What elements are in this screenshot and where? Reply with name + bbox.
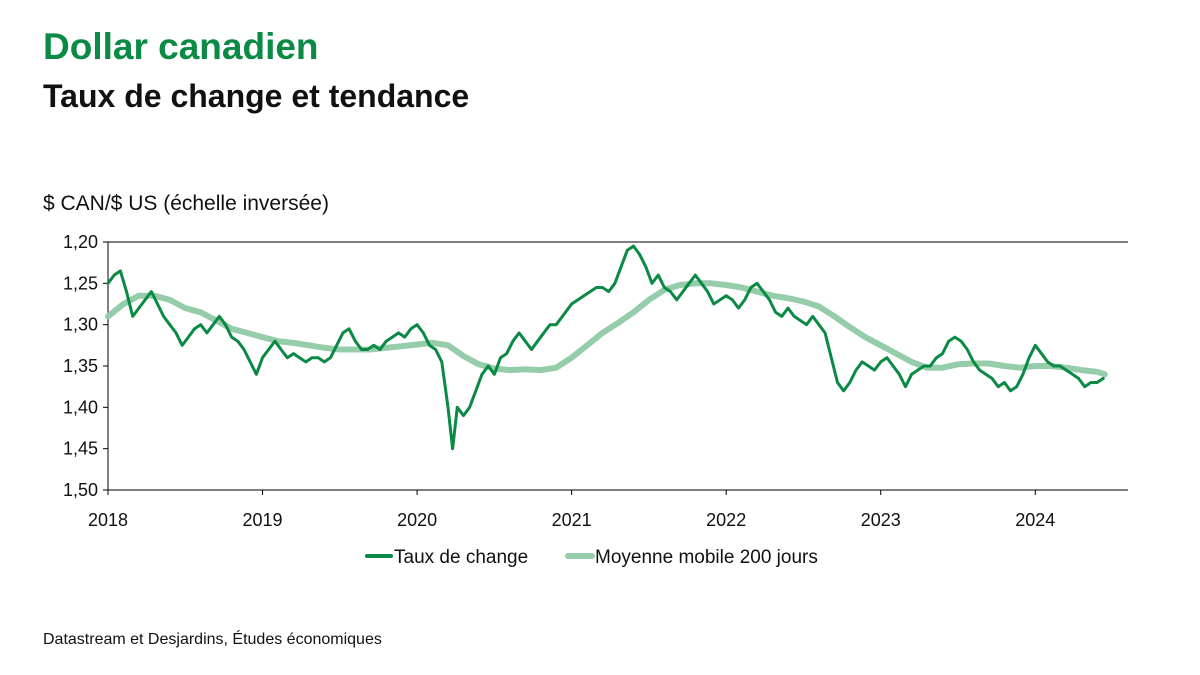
y-tick-label: 1,40 — [63, 397, 98, 417]
x-tick-label: 2024 — [1015, 510, 1055, 530]
x-tick-label: 2018 — [88, 510, 128, 530]
series-layer — [105, 244, 1108, 451]
chart-title: Dollar canadien — [43, 26, 319, 67]
y-tick-label: 1,45 — [63, 439, 98, 459]
x-tick-label: 2019 — [243, 510, 283, 530]
x-tick-label: 2022 — [706, 510, 746, 530]
legend-label-moyenne-mobile: Moyenne mobile 200 jours — [595, 547, 818, 568]
x-tick-label: 2023 — [861, 510, 901, 530]
y-axis-label: $ CAN/$ US (échelle inversée) — [43, 192, 329, 215]
chart-subtitle: Taux de change et tendance — [43, 78, 470, 114]
x-tick-label: 2021 — [552, 510, 592, 530]
series-line-moyenne-mobile — [105, 280, 1108, 378]
y-tick-label: 1,35 — [63, 356, 98, 376]
legend-label-taux-de-change: Taux de change — [394, 547, 528, 568]
x-tick-label: 2020 — [397, 510, 437, 530]
y-tick-label: 1,20 — [63, 232, 98, 252]
legend: Taux de change Moyenne mobile 200 jours — [365, 547, 818, 568]
y-tick-label: 1,25 — [63, 273, 98, 293]
source-note: Datastream et Desjardins, Études économi… — [43, 631, 382, 648]
y-tick-label: 1,50 — [63, 480, 98, 500]
axes: 1,20 1,25 1,30 1,35 1,40 1,45 1,50 2018 2019 2020… — [63, 232, 1128, 530]
series-line-taux-de-change — [106, 244, 1105, 451]
y-tick-label: 1,30 — [63, 315, 98, 335]
